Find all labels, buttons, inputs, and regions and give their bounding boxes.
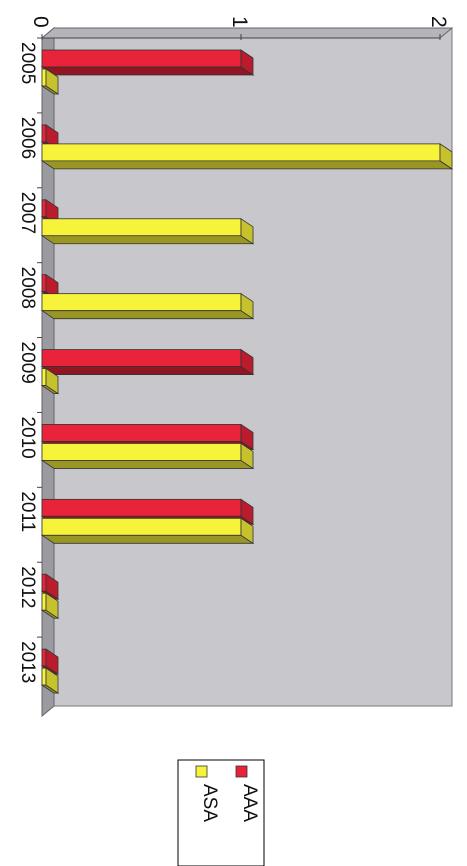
bar-depth [40, 460, 255, 469]
bar-depth [40, 160, 454, 170]
bar-front [41, 199, 47, 218]
category-label: 2005 [17, 42, 38, 84]
bar-front [41, 218, 242, 237]
bar-asa-2005 [40, 68, 60, 95]
bar-asa-2006 [40, 143, 454, 170]
bar-asa-2012 [40, 592, 60, 619]
bar-end [45, 592, 59, 619]
bar-front [41, 368, 47, 386]
bar-asa-2010 [40, 442, 255, 470]
bar-end [240, 517, 254, 545]
bar-front [41, 349, 242, 367]
bar-front [41, 293, 242, 312]
bar-front [41, 517, 242, 536]
bar-end [240, 218, 254, 245]
legend-swatch-asa [195, 765, 208, 778]
legend-item-aaa: AAA [235, 765, 260, 822]
category-label: 2012 [17, 566, 38, 608]
value-tick-label: 0 [29, 16, 52, 28]
category-label: 2010 [17, 416, 38, 458]
bar-end [439, 143, 453, 170]
bar-end [45, 367, 59, 395]
bar-end [45, 573, 59, 600]
legend-box [177, 759, 265, 866]
legend: AAA ASA [177, 759, 265, 866]
category-label: 2013 [17, 641, 38, 683]
bar-asa-2011 [40, 517, 255, 545]
value-tick-label: 1 [228, 16, 251, 28]
category-label: 2008 [17, 267, 38, 309]
bar-depth [40, 310, 255, 320]
bar-front [41, 498, 242, 517]
bar-end [45, 68, 59, 95]
plot-top-side [40, 27, 454, 39]
value-tick-label: 2 [427, 16, 450, 28]
bar-front [41, 124, 47, 143]
bar-end [240, 442, 254, 470]
category-label: 2007 [17, 192, 38, 234]
bar-front [41, 68, 47, 87]
category-label: 2011 [17, 491, 38, 532]
bar-asa-2013 [40, 667, 60, 694]
bar-end [240, 498, 254, 526]
bar-front [41, 143, 441, 162]
bar-front [41, 573, 47, 592]
legend-label-asa: ASA [199, 784, 220, 822]
bar-front [41, 667, 47, 686]
legend-item-asa: ASA [195, 765, 220, 822]
bar-front [41, 592, 47, 611]
bar-front [41, 443, 242, 461]
bar-aaa-2009 [40, 348, 255, 376]
bar-depth [40, 66, 255, 76]
bars [40, 49, 454, 694]
bar-end [240, 423, 254, 451]
bar-end [45, 648, 59, 675]
bar-end [240, 292, 254, 320]
bar-front [41, 274, 47, 293]
bar-end [45, 667, 59, 694]
legend-label-aaa: AAA [239, 784, 260, 822]
bar-asa-2007 [40, 218, 255, 245]
bar-end [240, 348, 254, 376]
category-label: 2006 [17, 117, 38, 159]
bar-depth [40, 534, 255, 544]
bar-depth [40, 235, 255, 245]
bar-asa-2008 [40, 292, 255, 320]
axes: 0 1 2 2005 2006 2007 2008 2009 2010 2011 2012 2013 [17, 16, 450, 683]
bar-end [240, 49, 254, 76]
legend-swatch-aaa [235, 765, 248, 778]
category-label: 2009 [17, 342, 38, 384]
bar-front [41, 424, 242, 442]
bar-depth [40, 366, 255, 375]
bar-aaa-2005 [40, 49, 255, 76]
bar-asa-2009 [40, 367, 60, 395]
bar-front [41, 49, 242, 68]
bar-front [41, 648, 47, 667]
